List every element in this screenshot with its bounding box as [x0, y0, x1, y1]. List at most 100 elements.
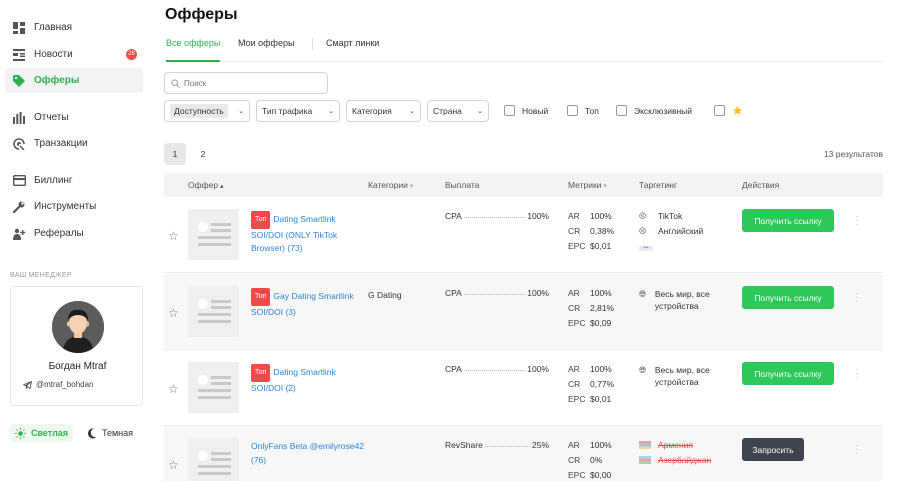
- sidebar-item-news[interactable]: Новости 28: [5, 42, 143, 67]
- avatar: [52, 301, 104, 353]
- sidebar-item-home[interactable]: Главная: [5, 15, 143, 40]
- theme-dark-label: Темная: [102, 428, 134, 438]
- tab-my-offers[interactable]: Мои офферы: [238, 38, 295, 48]
- chevron-down-icon: ⌄: [238, 108, 244, 115]
- sidebar-item-offers[interactable]: Офферы: [5, 68, 143, 93]
- metric-cr: CR 0,77%: [568, 379, 614, 389]
- filter-traffic-type[interactable]: Тип трафика ⌄: [256, 100, 340, 122]
- offer-link[interactable]: Dating Smartlink SOI/DOI (2): [251, 367, 336, 393]
- search-input[interactable]: [184, 78, 324, 88]
- row-menu-icon[interactable]: · · ·: [855, 211, 859, 230]
- sidebar-item-referrals[interactable]: Рефералы: [5, 221, 143, 246]
- metric-label: CR: [568, 379, 581, 389]
- filter-country[interactable]: Страна ⌄: [427, 100, 489, 122]
- manager-telegram-link[interactable]: @mtraf_bohdan: [23, 380, 94, 389]
- metric-cr: CR 0,38%: [568, 226, 614, 236]
- table-row: ☆ Топ Dating Smartlink SOI/DOI (2) CPA 10…: [164, 350, 883, 426]
- checkbox-favorites[interactable]: [714, 105, 743, 116]
- offer-link[interactable]: Dating Smartlink SOI/DOI (ONLY TikTok Br…: [251, 214, 338, 253]
- news-count-badge: 28: [126, 49, 137, 60]
- sidebar-item-label: Рефералы: [34, 228, 84, 239]
- sidebar-item-billing[interactable]: Биллинг: [5, 168, 143, 193]
- star-filled-icon: [732, 105, 743, 116]
- filter-category[interactable]: Категория ⌄: [346, 100, 421, 122]
- metric-value: $0,09: [590, 318, 612, 328]
- top-badge: Топ: [251, 211, 271, 229]
- sidebar-item-label: Новости: [34, 49, 73, 60]
- offer-thumbnail: [188, 362, 239, 413]
- search-box[interactable]: [164, 72, 328, 94]
- column-header-targeting: Таргетинг: [639, 180, 678, 190]
- metric-label: EPC: [568, 241, 586, 251]
- checkbox-box[interactable]: [714, 105, 725, 116]
- tab-all-offers[interactable]: Все офферы: [166, 38, 221, 62]
- payout-type: CPA: [445, 211, 462, 221]
- sidebar-item-label: Инструменты: [34, 201, 97, 212]
- sidebar-item-label: Офферы: [34, 75, 80, 86]
- sidebar-item-reports[interactable]: Отчеты: [5, 105, 143, 130]
- row-menu-icon[interactable]: · · ·: [855, 440, 859, 459]
- metric-value: $0,01: [590, 394, 612, 404]
- checkbox-new[interactable]: Новый: [504, 105, 548, 116]
- payout-type: RevShare: [445, 440, 483, 450]
- sidebar-item-tools[interactable]: Инструменты: [5, 194, 143, 219]
- metric-ar: AR 100%: [568, 364, 612, 374]
- referrals-icon: [12, 227, 26, 241]
- targeting-item: 🌐︎ Весь мир, все устройства: [639, 288, 729, 312]
- offer-link[interactable]: OnlyFans Beta @emilyrose42 (76): [251, 441, 365, 465]
- page-button-2[interactable]: 2: [200, 149, 206, 159]
- favorite-star-icon[interactable]: ☆: [168, 306, 179, 320]
- theme-light-button[interactable]: Светлая: [10, 424, 74, 442]
- metric-value: $0,01: [590, 241, 612, 251]
- column-header-categories[interactable]: Категории: [368, 180, 413, 190]
- tab-divider: [312, 38, 313, 50]
- signal-icon: ⧀: [639, 211, 647, 221]
- filter-availability[interactable]: Доступность ⌄: [164, 100, 250, 122]
- offer-category: G Dating: [368, 290, 402, 300]
- metric-epc: EPC $0,00: [568, 470, 611, 480]
- checkbox-new-label: Новый: [522, 105, 549, 116]
- metric-value: 2,81%: [590, 303, 615, 313]
- favorite-star-icon[interactable]: ☆: [168, 458, 179, 472]
- payout: CPA 100%: [445, 364, 549, 374]
- request-button[interactable]: Запросить: [742, 438, 804, 461]
- metric-label: AR: [568, 288, 580, 298]
- chevron-down-icon: ⌄: [328, 108, 334, 115]
- checkbox-box[interactable]: [567, 105, 578, 116]
- more-targeting-button[interactable]: •••: [639, 246, 653, 251]
- payout-value: 100%: [527, 364, 549, 374]
- checkbox-top[interactable]: Топ: [567, 105, 599, 116]
- tab-smartlinks[interactable]: Смарт линки: [326, 38, 380, 48]
- page-title: Офферы: [165, 6, 238, 23]
- column-header-metrics[interactable]: Метрики: [568, 180, 607, 190]
- row-menu-icon[interactable]: · · ·: [855, 364, 859, 383]
- bar-chart-icon: [12, 111, 26, 125]
- checkbox-exclusive[interactable]: Эксклюзивный: [616, 105, 692, 116]
- theme-dark-button[interactable]: Темная: [82, 424, 138, 442]
- favorite-star-icon[interactable]: ☆: [168, 382, 179, 396]
- favorite-star-icon[interactable]: ☆: [168, 229, 179, 243]
- get-link-button[interactable]: Получить ссылку: [742, 209, 834, 232]
- offer-link[interactable]: Gay Dating Smartlink SOI/DOI (3): [251, 291, 354, 317]
- checkbox-box[interactable]: [504, 105, 515, 116]
- sidebar-item-transactions[interactable]: Транзакции: [5, 131, 143, 156]
- telegram-icon: [23, 380, 32, 389]
- offer-name: Топ Gay Dating Smartlink SOI/DOI (3): [251, 288, 366, 319]
- filter-country-label: Страна: [433, 106, 462, 116]
- page-button-1[interactable]: 1: [164, 143, 186, 165]
- column-header-actions: Действия: [742, 180, 780, 190]
- get-link-button[interactable]: Получить ссылку: [742, 286, 834, 309]
- filter-traffic-type-label: Тип трафика: [262, 106, 313, 116]
- checkbox-box[interactable]: [616, 105, 627, 116]
- offer-tabs: Все офферы Мои офферы Смарт линки: [165, 38, 883, 62]
- chevron-down-icon: ⌄: [409, 108, 415, 115]
- metric-label: AR: [568, 211, 580, 221]
- get-link-button[interactable]: Получить ссылку: [742, 362, 834, 385]
- row-menu-icon[interactable]: · · ·: [855, 288, 859, 307]
- payout-value: 100%: [527, 288, 549, 298]
- targeting-item: ⧀ TikTok: [639, 211, 682, 222]
- sidebar-item-label: Биллинг: [34, 175, 73, 186]
- column-header-offer[interactable]: Оффер: [188, 180, 224, 190]
- metric-epc: EPC $0,01: [568, 241, 611, 251]
- offer-name: Топ Dating Smartlink SOI/DOI (2): [251, 364, 366, 395]
